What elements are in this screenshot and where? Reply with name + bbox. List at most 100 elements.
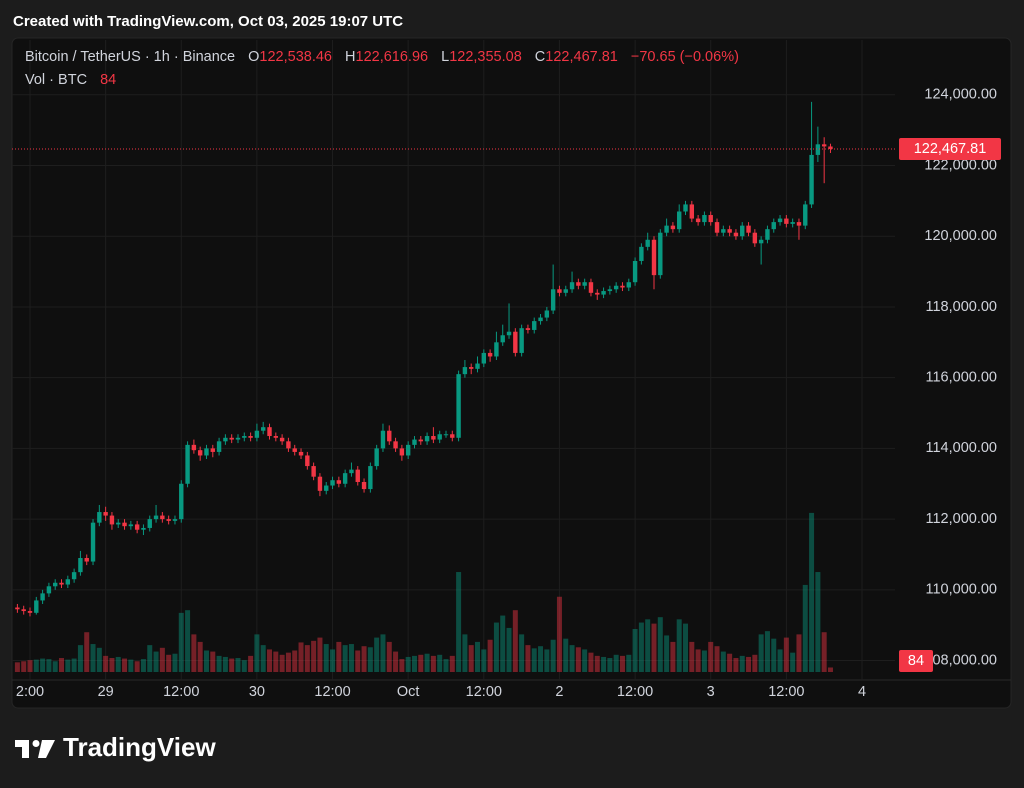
volume-bar [594,655,600,672]
candle-body [46,586,52,594]
candle-body [563,289,568,293]
volume-bar [59,658,65,672]
x-tick-label: 12:00 [314,684,350,700]
volume-bar [683,623,689,672]
candle-body [103,512,108,516]
volume-bar [285,652,291,672]
candle-body [487,352,493,357]
volume-bar [96,647,102,672]
volume-bar [260,645,266,672]
volume-tag-label: 84 [908,653,924,669]
candle-body [179,483,184,520]
axes: 108,000.00 110,000.00 112,000.00 114,000.00… [16,87,1001,700]
candle-body [71,572,77,580]
candle-body [702,215,707,223]
logo-mark [38,740,55,758]
volume-bar [14,662,20,672]
volume-bar [809,512,815,672]
last-price-tag [899,137,1001,160]
volume-bar [411,655,417,672]
y-tick-label: 118,000.00 [926,299,998,315]
candle-body [727,229,732,233]
logo: TradingView [15,732,216,762]
volume-bar [531,648,537,672]
volume-bar [210,651,216,672]
volume-bar [77,645,83,672]
candle-body [15,607,20,610]
volume-bar [323,644,329,672]
candle-body [632,260,638,283]
volume-bar [727,653,733,672]
candle-body [172,519,178,521]
volume-bar [607,658,613,672]
volume-bar [506,627,512,672]
volume-bar [550,639,556,672]
y-tick-label: 108,000.00 [924,652,997,668]
y-tick-label: 124,000.00 [924,87,997,103]
candle-body [695,218,701,223]
volume-bar [241,660,247,672]
volume-bar [348,644,354,672]
volume-bar [172,653,178,672]
candle-body [242,436,247,438]
candle-body [387,430,392,442]
candle-body [670,225,676,230]
candle-body [53,582,58,587]
volume-bar [613,654,619,672]
candle-body [550,289,556,311]
volume-bar [399,659,405,672]
volume-bar [821,632,827,672]
volume-bar [330,649,336,672]
candle-body [532,321,537,330]
volume-bar [519,634,525,672]
volume-bar [651,623,657,672]
x-tick-label: 29 [98,684,114,700]
volume-bar [475,641,481,672]
candles [12,101,895,617]
logo-mark [32,740,40,747]
candle-body [601,291,606,295]
volume-bar [462,634,468,672]
volume-bar [122,658,128,672]
candle-body [658,232,663,276]
volume-bar [746,656,752,672]
volume-bar [418,654,424,672]
candle-body [235,437,241,440]
legend-value: 122,538.46 [259,49,332,65]
candle-body [815,144,821,155]
logo-mark [15,740,29,758]
candle-body [374,448,379,467]
volume-bar [676,619,682,672]
volume-bar [33,659,39,672]
volume-tag [899,650,933,672]
x-tick-label: Oct [397,684,420,700]
candle-body [538,317,543,322]
legend-value: 122,467.81 [545,49,618,65]
candle-body [462,367,468,375]
candle-body [752,232,758,244]
candle-body [97,512,102,523]
candle-body [393,441,398,449]
volume-bar [468,645,474,672]
candle-body [506,331,512,336]
candle-body [626,282,631,288]
candle-body [84,558,89,562]
last-price-label: 122,467.81 [914,141,987,157]
candle-body [595,292,600,295]
candle-body [134,524,140,530]
candle-body [828,146,833,149]
candle-body [721,229,726,233]
candle-body [21,609,26,612]
candle-body [765,229,770,240]
volume-bar [405,656,411,672]
candle-body [197,450,203,456]
volume-bar [140,659,146,672]
volume-bar [203,650,209,672]
candle-body [708,215,713,223]
volume-bar [374,637,380,672]
legend: Bitcoin / TetherUS · 1h · Binance O122,5… [25,49,739,65]
candle-body [513,331,518,353]
legend-change: −70.65 (−0.06%) [630,49,739,65]
candle-body [481,352,487,364]
candle-body [147,519,152,528]
